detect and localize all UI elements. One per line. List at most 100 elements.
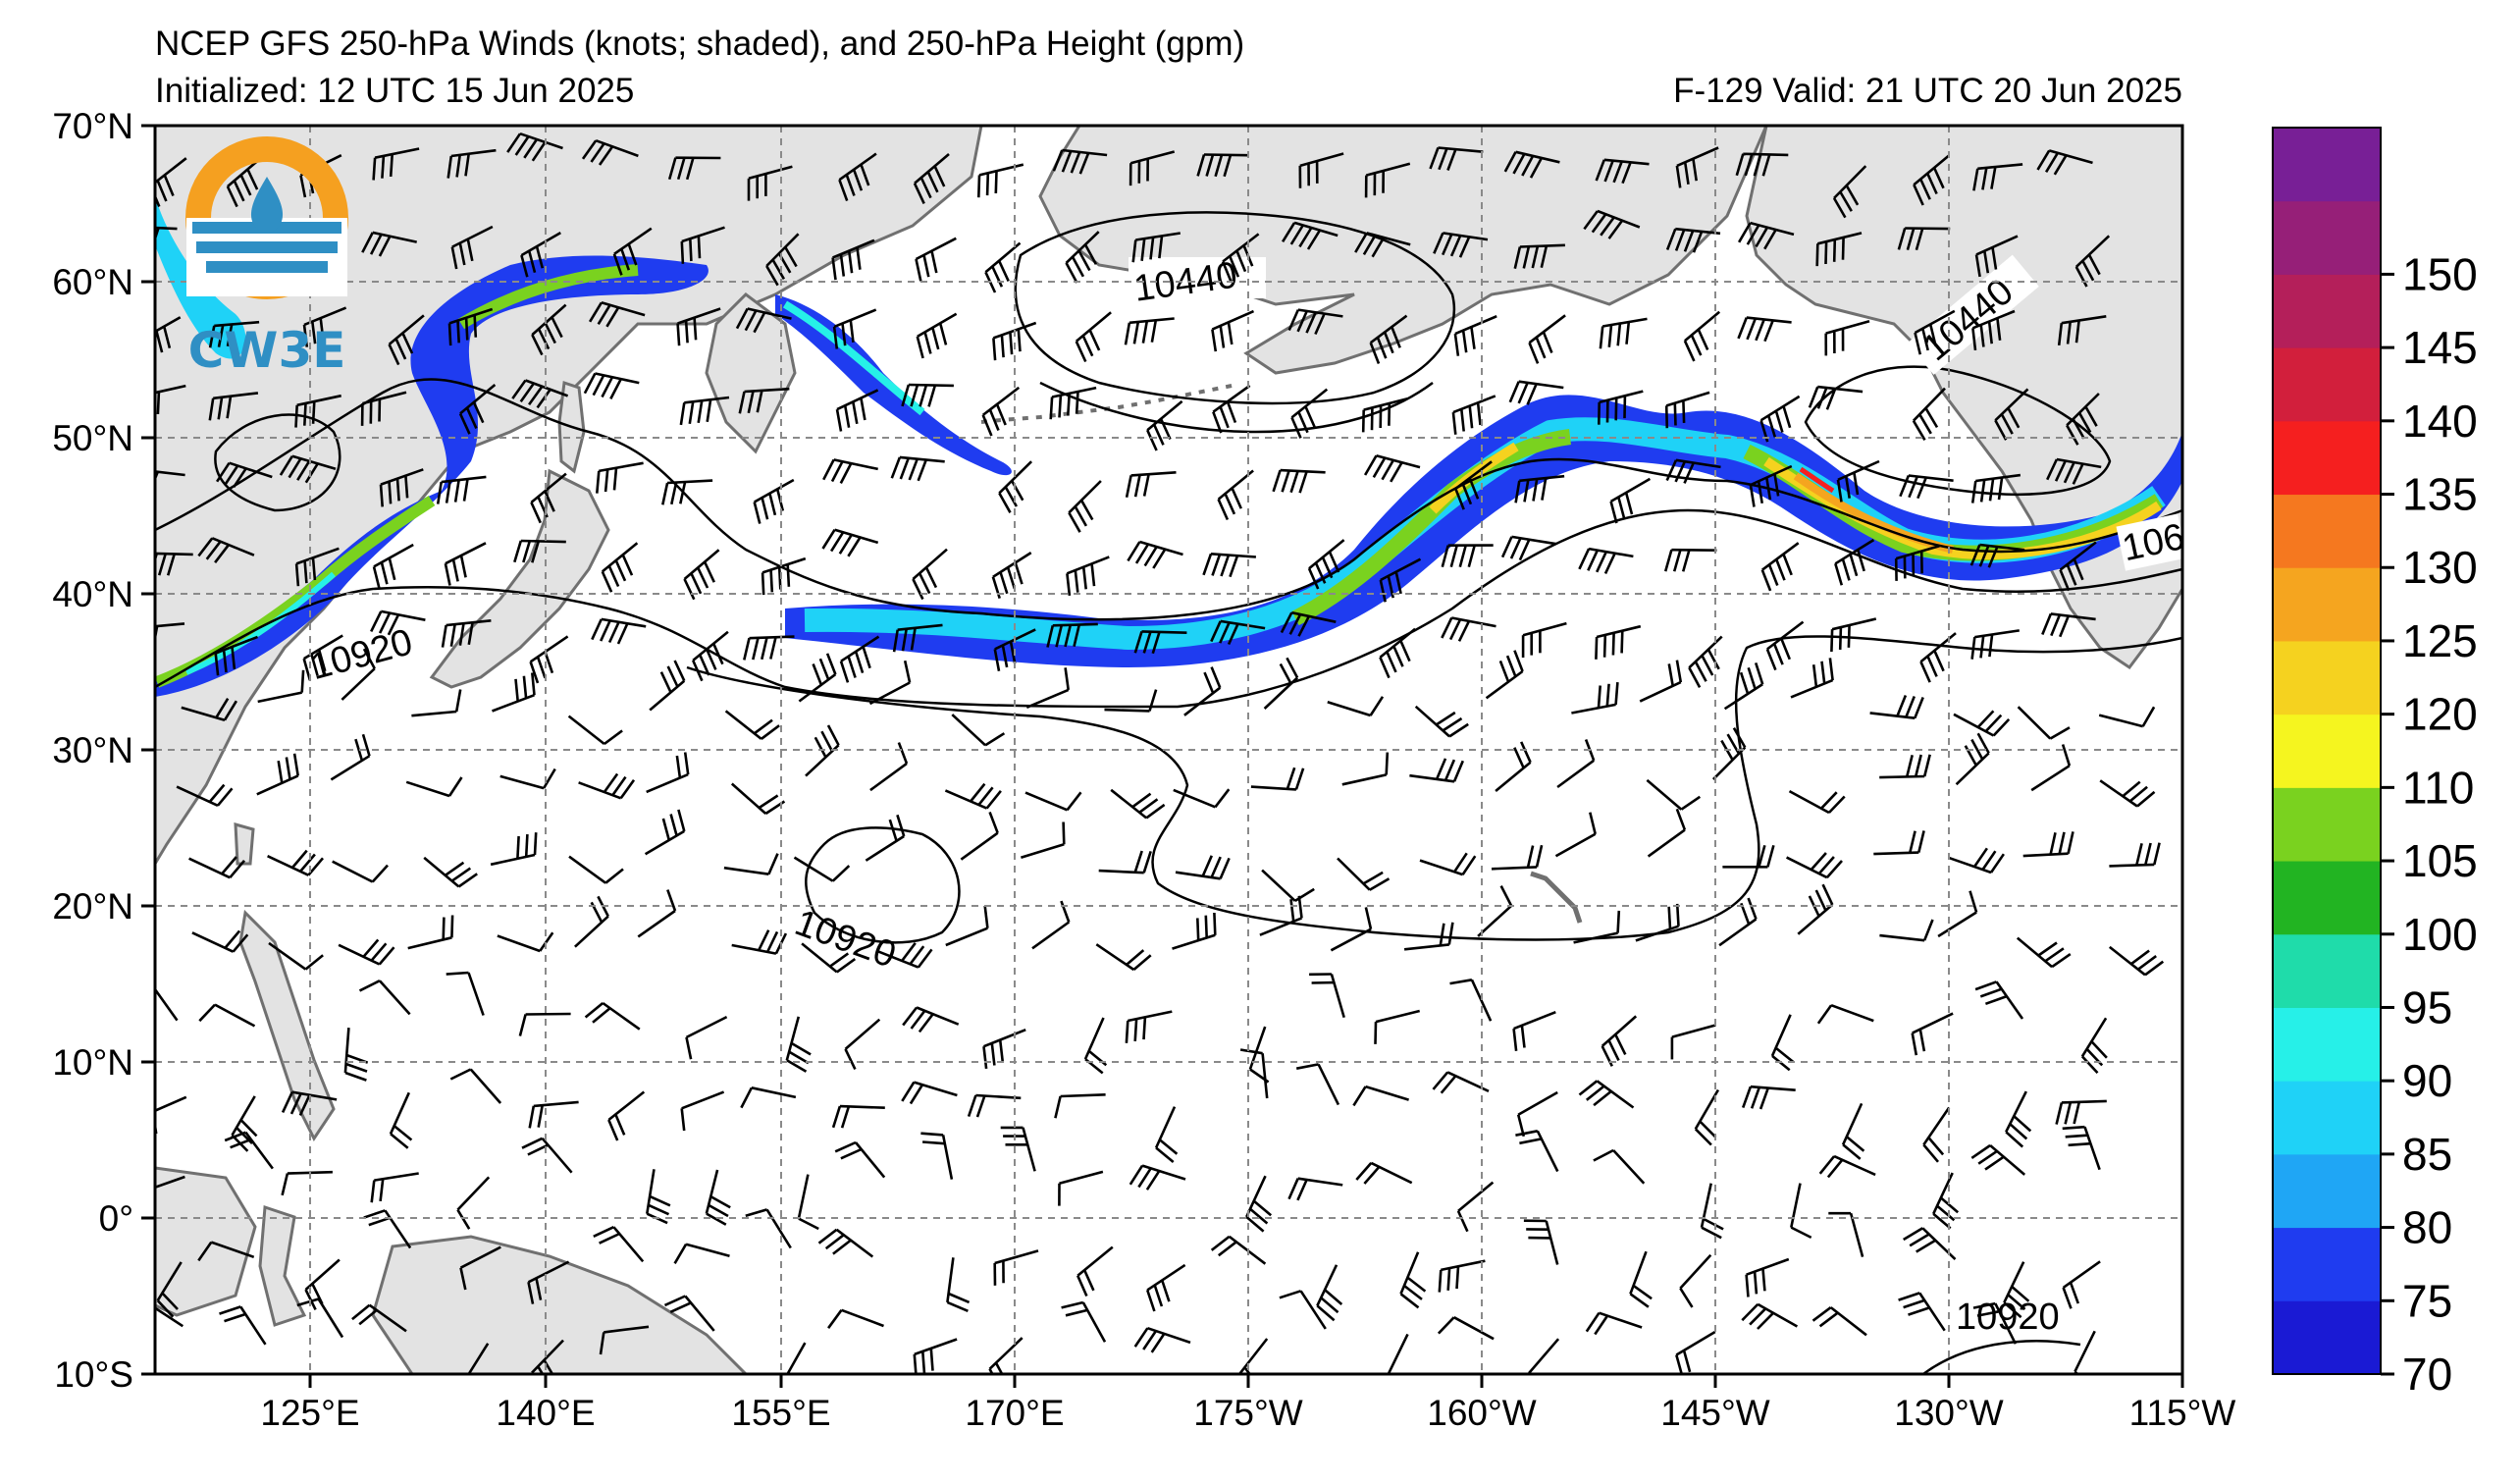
wind-barb-flag: [673, 660, 686, 682]
wind-barb-shaft: [683, 549, 720, 580]
wind-barb-flag: [591, 618, 603, 641]
wind-barb-flag: [361, 232, 374, 253]
wind-barb-flag: [1765, 648, 1777, 671]
wind-barb-flag: [1540, 245, 1549, 268]
wind-barb-flag: [1461, 483, 1473, 505]
wind-barb-shaft: [960, 831, 999, 861]
wind-barb-flag: [597, 304, 611, 325]
wind-barb-flag: [1204, 915, 1208, 938]
wind-barb-flag: [1324, 1289, 1343, 1305]
colorbar-border: [2272, 127, 2382, 1375]
wind-barb-flag: [459, 1267, 467, 1291]
jet-asia-inner: [184, 571, 336, 675]
wind-barb-shaft: [1790, 678, 1834, 699]
wind-barb-flag: [908, 458, 919, 481]
wind-barb-flag: [603, 772, 619, 793]
wind-barb-flag: [2005, 1131, 2024, 1148]
wind-barb-flag: [1541, 477, 1548, 501]
wind-barb-shaft: [191, 931, 235, 953]
wind-barb-flag: [679, 402, 686, 426]
wind-barb-flag: [1452, 760, 1464, 782]
wind-barb-shaft: [915, 237, 957, 261]
wind-barb-flag: [1210, 620, 1222, 643]
wind-barb-flag: [380, 561, 389, 585]
wind-barb-flag: [1289, 224, 1304, 245]
lon-tick-labels: 125°E 140°E 155°E 170°E 175°W 160°W 145°…: [260, 1393, 2235, 1433]
wind-barb-shaft: [836, 389, 879, 411]
wind-barb-flag: [2037, 941, 2058, 957]
wind-barb-shaft: [176, 785, 219, 807]
wind-barb-flag: [1006, 566, 1017, 590]
land-borneo: [155, 1166, 257, 1317]
wind-barb-shaft: [1317, 1063, 1340, 1106]
wind-barb-flag: [294, 404, 298, 428]
wind-barb-flag: [1741, 1302, 1759, 1322]
contour-label: 10920: [1956, 1297, 2060, 1338]
wind-barb-shaft: [155, 470, 185, 477]
wind-barb-flag: [1994, 419, 2008, 441]
wind-barb-flag: [2053, 154, 2068, 176]
wind-barb-flag: [1674, 460, 1687, 483]
wind-barb-shaft: [1919, 632, 1957, 663]
wind-barb-flag: [1665, 228, 1677, 250]
wind-barb-flag: [1915, 228, 1924, 251]
wind-barb-flag: [605, 306, 620, 328]
wind-barb-shaft: [1031, 921, 1071, 950]
wind-barb-flag: [1132, 954, 1152, 971]
wind-barb-shaft: [304, 1258, 341, 1291]
wind-barb-flag: [1988, 478, 1995, 502]
wind-barb-flag: [1159, 418, 1172, 441]
wind-barb-shaft: [1671, 548, 1717, 552]
wind-barb-flag: [1749, 484, 1756, 507]
wind-barb-flag: [1363, 454, 1378, 476]
colorbar-segment: [2273, 640, 2381, 715]
wind-barb-flag: [300, 669, 305, 693]
wind-barb-flag: [1836, 479, 1843, 503]
wind-barb-flag: [1082, 1269, 1095, 1292]
wind-barb-flag: [970, 782, 986, 803]
wind-barb-flag: [1071, 256, 1085, 278]
wind-barb-flag: [946, 1300, 969, 1312]
wind-barb-flag: [446, 155, 453, 179]
wind-barb-flag: [1505, 655, 1517, 677]
wind-barb-flag: [1074, 569, 1079, 593]
wind-barb-flag: [1328, 551, 1340, 573]
wind-barb-shaft: [257, 691, 302, 704]
wind-barb-flag: [1977, 1149, 1998, 1165]
wind-barb-flag: [1142, 851, 1152, 874]
wind-barb-flag: [388, 344, 400, 366]
wind-barb-flag: [2153, 842, 2161, 866]
wind-barb-flag: [2067, 831, 2074, 854]
wind-barb-flag: [1513, 246, 1522, 269]
wind-barb-flag: [697, 236, 702, 259]
wind-barb-flag: [1227, 322, 1234, 345]
wind-barb-flag: [798, 1217, 819, 1231]
wind-barb-flag: [2057, 323, 2064, 346]
wind-barb-flag: [467, 622, 474, 646]
wind-barb-shaft: [380, 468, 424, 486]
wind-barb-flag: [1625, 321, 1631, 344]
wind-barb-flag: [680, 1108, 686, 1132]
wind-barb-flag: [1624, 492, 1634, 515]
wind-barb-flag: [246, 168, 259, 190]
wind-barb-flag: [1060, 900, 1071, 923]
wind-barb-flag: [144, 627, 148, 649]
wind-barb-flag: [619, 778, 636, 800]
wind-barb-flag: [298, 1094, 311, 1116]
wind-barb-flag: [279, 455, 294, 476]
wind-barb-flag: [2144, 842, 2152, 866]
wind-barb-shaft: [423, 856, 460, 888]
wind-barb-shaft: [685, 1243, 730, 1257]
wind-barb-flag: [1214, 154, 1224, 178]
wind-barb-flag: [351, 1303, 371, 1321]
wind-barb-flag: [1972, 1301, 1996, 1309]
wind-barb-shaft: [2108, 945, 2146, 977]
wind-barb-flag: [1909, 1233, 1930, 1247]
wind-barb-shaft: [649, 679, 686, 712]
colorbar-segment: [2273, 274, 2381, 348]
wind-barb-flag: [1403, 1284, 1423, 1300]
wind-barb-flag: [1834, 562, 1844, 586]
wind-barb-flag: [1446, 148, 1457, 171]
wind-barb-flag: [2007, 407, 2021, 429]
wind-barb-flag: [919, 177, 932, 199]
